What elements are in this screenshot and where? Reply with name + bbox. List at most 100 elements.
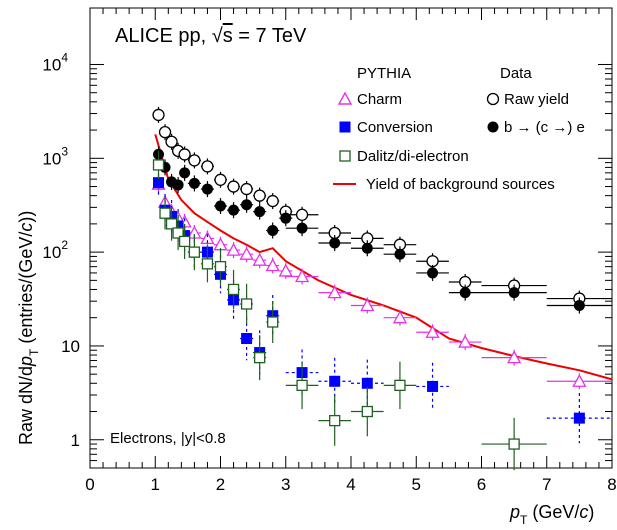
beauty-point — [187, 175, 201, 192]
raw-yield-point — [266, 193, 280, 210]
dalitz-point — [187, 234, 201, 271]
y-title-unit: (entries/(GeV/ — [16, 232, 36, 349]
dalitz-point — [481, 417, 547, 471]
dalitz-marker — [214, 261, 227, 273]
y-title-p: p — [16, 356, 36, 367]
charm-marker — [507, 350, 522, 364]
dalitz-point — [200, 245, 214, 283]
beauty-marker — [427, 267, 439, 279]
legend-charm-label: Charm — [357, 91, 402, 108]
charm-marker — [265, 258, 280, 272]
y-tick-label: 1 — [71, 431, 80, 450]
raw-yield-marker — [188, 154, 201, 167]
charm-marker — [572, 373, 587, 387]
dalitz-marker — [240, 298, 253, 310]
x-tick-label: 8 — [607, 475, 616, 494]
background-yield-layer — [154, 134, 613, 381]
conversion-marker — [153, 177, 165, 189]
y-tick-base: 10 — [42, 243, 61, 262]
charm-point — [351, 297, 384, 314]
dalitz-point — [266, 301, 280, 343]
dalitz-point — [318, 395, 351, 446]
legend-beauty-marker — [487, 121, 499, 133]
charm-point — [448, 334, 482, 351]
y-title-c: c — [16, 223, 36, 232]
raw-yield-point — [351, 230, 384, 247]
x-axis-title: pT (GeV/c) — [509, 502, 594, 527]
charm-point — [546, 373, 612, 390]
dalitz-point — [165, 207, 178, 241]
title-suffix: = 7 TeV — [233, 25, 307, 47]
dalitz-marker — [296, 379, 308, 392]
legend-dalitz-marker — [339, 150, 351, 162]
beauty-marker — [508, 287, 520, 299]
x-tick-label: 7 — [542, 475, 551, 494]
x-tick-label: 5 — [412, 475, 421, 494]
x-title-sub: T — [520, 513, 528, 527]
legend-raw-marker — [486, 92, 500, 106]
legend-conversion-marker — [339, 121, 351, 133]
beauty-point — [351, 240, 384, 257]
charm-marker — [294, 269, 310, 283]
y-tick-label: 103 — [42, 144, 68, 168]
raw-yield-point — [200, 158, 214, 175]
y-title-raw: Raw dN/d — [16, 366, 36, 445]
x-title-close: ) — [588, 502, 594, 522]
beauty-marker — [573, 299, 585, 311]
y-tick-label: 10 — [61, 337, 80, 356]
charm-marker — [327, 285, 342, 299]
legend-raw-label: Raw yield — [504, 91, 569, 108]
conversion-marker — [573, 412, 585, 424]
dalitz-point — [227, 269, 241, 310]
beauty-point — [481, 284, 547, 301]
dalitz-marker — [267, 316, 279, 328]
legend-data-header: Data — [500, 65, 532, 82]
dalitz-marker — [361, 405, 373, 418]
beauty-marker — [267, 225, 279, 237]
title-prefix: ALICE pp, — [115, 25, 212, 47]
y-axis-title: Raw dN/dpT (entries/(GeV/c)) — [16, 211, 41, 445]
x-tick-label: 0 — [85, 475, 94, 494]
dalitz-point — [240, 283, 254, 325]
dalitz-point — [351, 386, 384, 437]
beauty-point — [416, 264, 449, 281]
conversion-point — [416, 362, 449, 411]
beauty-point — [172, 176, 184, 193]
x-title-unit: (GeV/ — [527, 502, 579, 522]
charm-point — [416, 324, 449, 341]
y-tick-base: 10 — [61, 337, 80, 356]
conversion-point — [153, 167, 165, 198]
beauty-marker — [188, 177, 200, 189]
conversion-point — [318, 357, 351, 405]
y-tick-label: 104 — [42, 50, 68, 74]
beauty-point — [279, 210, 293, 227]
dalitz-marker — [172, 227, 184, 239]
raw-yield-point — [165, 133, 178, 150]
raw-yield-marker — [214, 173, 227, 186]
charm-marker — [425, 324, 440, 338]
charm-marker — [252, 252, 267, 266]
beauty-point — [383, 246, 417, 263]
raw-yield-marker — [201, 160, 214, 173]
legend-pythia-header: PYTHIA — [357, 65, 411, 82]
y-tick-base: 1 — [71, 431, 80, 450]
legend-dalitz-label: Dalitz/di-electron — [357, 148, 469, 165]
charm-marker — [239, 246, 254, 260]
raw-yield-marker — [178, 148, 191, 161]
raw-yield-point — [227, 178, 241, 195]
x-tick-label: 2 — [216, 475, 225, 494]
raw-yield-marker — [158, 126, 172, 139]
x-title-c: c — [579, 502, 588, 522]
beauty-point — [318, 235, 351, 252]
dalitz-marker — [329, 414, 341, 427]
raw-yield-marker — [240, 182, 253, 196]
beauty-marker — [296, 222, 308, 234]
charm-marker — [360, 298, 375, 312]
dalitz-marker — [508, 438, 520, 450]
beauty-point — [240, 196, 254, 213]
beauty-marker — [280, 212, 292, 224]
dalitz-point — [152, 150, 165, 180]
charm-marker — [200, 231, 215, 245]
charm-point — [481, 349, 547, 366]
charm-point — [200, 230, 215, 247]
